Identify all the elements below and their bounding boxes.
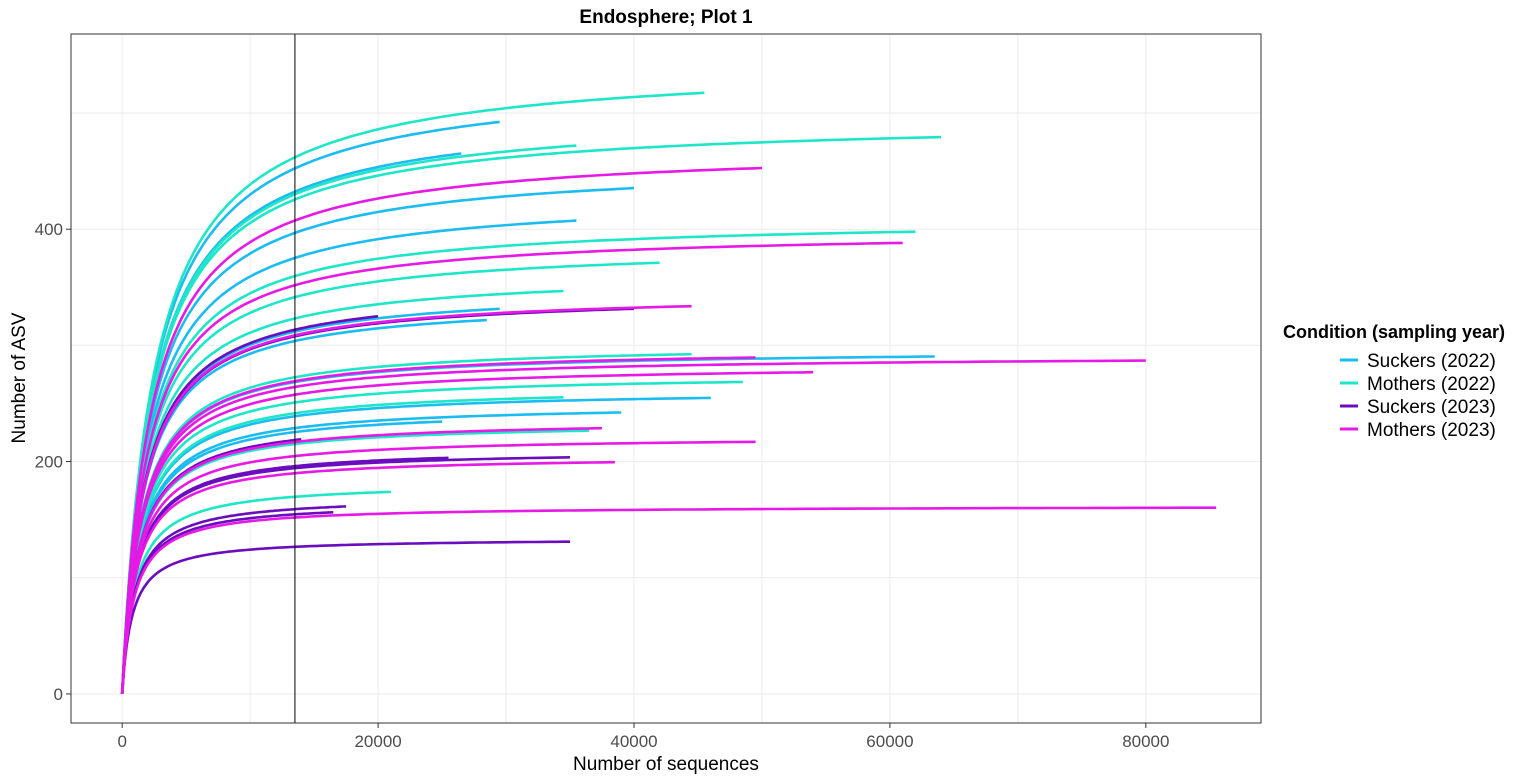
chart-title: Endosphere; Plot 1 bbox=[579, 7, 753, 28]
x-tick-label: 20000 bbox=[354, 732, 401, 751]
x-tick-label: 40000 bbox=[610, 732, 657, 751]
rarefaction-curve bbox=[120, 304, 692, 696]
x-tick-label: 80000 bbox=[1122, 732, 1169, 751]
legend-label: Suckers (2023) bbox=[1367, 397, 1496, 418]
legend-label: Mothers (2023) bbox=[1367, 420, 1496, 441]
y-tick-label: 0 bbox=[54, 685, 63, 704]
rarefaction-curves bbox=[120, 91, 1217, 696]
legend-label: Mothers (2022) bbox=[1367, 374, 1496, 395]
plot-panel-border bbox=[70, 33, 1262, 724]
rarefaction-curve bbox=[120, 241, 903, 696]
y-axis-title: Number of ASV bbox=[9, 312, 30, 443]
rarefaction-curve bbox=[120, 540, 570, 696]
rarefaction-curve bbox=[120, 506, 1217, 695]
legend-title: Condition (sampling year) bbox=[1283, 322, 1505, 342]
axis-ticks: 0 20000 40000 60000 80000 0 200 400 bbox=[35, 220, 1170, 751]
grid bbox=[71, 34, 1261, 723]
y-tick-label: 400 bbox=[35, 220, 63, 239]
x-axis-title: Number of sequences bbox=[573, 754, 759, 775]
y-tick-label: 200 bbox=[35, 453, 63, 472]
rarefaction-curve bbox=[120, 166, 763, 696]
x-tick-label: 0 bbox=[117, 732, 126, 751]
legend: Condition (sampling year) Suckers (2022)… bbox=[1283, 322, 1505, 441]
rarefaction-curve bbox=[120, 460, 615, 696]
rarefaction-curve bbox=[120, 370, 814, 696]
x-tick-label: 60000 bbox=[866, 732, 913, 751]
legend-label: Suckers (2022) bbox=[1367, 351, 1496, 372]
